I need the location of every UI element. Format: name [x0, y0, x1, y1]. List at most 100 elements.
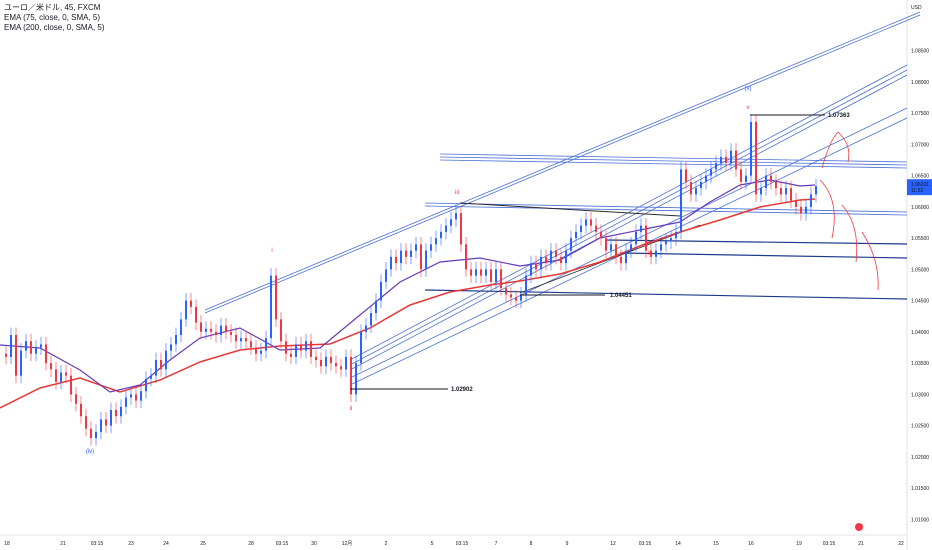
- channel-line: [424, 205, 908, 216]
- candle-body: [305, 341, 307, 351]
- time-tick-label: 19: [796, 541, 802, 547]
- legend-ema75[interactable]: EMA (75, close, 0, SMA, 5): [4, 13, 101, 22]
- candle-body: [400, 250, 402, 264]
- candle-body: [45, 344, 47, 364]
- candle-body: [145, 378, 147, 392]
- candle-body: [640, 225, 642, 232]
- time-tick-label: 16: [748, 541, 754, 547]
- candle-body: [260, 350, 262, 354]
- candle-body: [630, 244, 632, 251]
- channel-line: [349, 117, 908, 386]
- candle-body: [710, 169, 712, 176]
- candle-body: [740, 169, 742, 182]
- candle-body: [330, 356, 332, 364]
- candle-body: [660, 244, 662, 251]
- candle-body: [20, 350, 22, 376]
- time-tick-label: 03:15: [91, 541, 104, 547]
- candle-body: [135, 394, 137, 401]
- price-tick-label: 1.03500: [911, 361, 929, 367]
- candle-body: [155, 360, 157, 376]
- price-tick-label: 1.03000: [911, 392, 929, 398]
- candle-body: [795, 200, 797, 207]
- channel-line: [439, 156, 908, 166]
- candle-body: [190, 300, 192, 307]
- time-tick-label: 15: [713, 541, 719, 547]
- channel-line: [349, 74, 908, 371]
- candle-body: [610, 244, 612, 251]
- candle-body: [705, 175, 707, 182]
- price-tick-label: 1.01500: [911, 486, 929, 492]
- candle-body: [285, 341, 287, 354]
- candle-body: [585, 219, 587, 226]
- time-tick-label: 14: [675, 541, 681, 547]
- candle-body: [565, 250, 567, 264]
- candle-body: [600, 231, 602, 239]
- candle-body: [250, 341, 252, 348]
- candle-body: [180, 319, 182, 335]
- candle-body: [300, 344, 302, 351]
- candle-body: [365, 325, 367, 332]
- candle-body: [685, 169, 687, 182]
- time-tick-label: 21: [60, 541, 66, 547]
- candle-body: [800, 206, 802, 214]
- wave-label: iii: [455, 190, 459, 196]
- time-tick-label: 28: [248, 541, 254, 547]
- time-tick-label: 5: [431, 541, 434, 547]
- candle-body: [215, 331, 217, 335]
- candle-body: [525, 275, 527, 295]
- candle-body: [780, 188, 782, 195]
- candle-body: [670, 238, 672, 242]
- legend-ema200[interactable]: EMA (200, close, 0, SMA, 5): [4, 23, 105, 32]
- price-tick-label: 1.05500: [911, 236, 929, 242]
- price-tick-label: 1.06000: [911, 205, 929, 211]
- level-mid-label: 1.04451: [610, 293, 632, 299]
- candle-body: [10, 335, 12, 357]
- candle-body: [290, 353, 292, 357]
- candle-body: [360, 331, 362, 364]
- candle-body: [130, 394, 132, 398]
- trend-line-diag: [519, 224, 701, 294]
- price-tick-label: 1.02000: [911, 455, 929, 461]
- legend-symbol[interactable]: ユーロ／米ドル, 45, FXCM: [4, 3, 101, 12]
- ema200-line: [0, 198, 816, 409]
- candle-body: [635, 231, 637, 245]
- channel-line: [439, 159, 908, 169]
- candle-body: [460, 213, 462, 245]
- time-tick-label: 2: [385, 541, 388, 547]
- candle-body: [495, 269, 497, 282]
- wave-label: (iv): [86, 449, 94, 455]
- level-high-label: 1.07363: [828, 113, 850, 119]
- candle-body: [100, 419, 102, 432]
- time-tick-label: 22: [898, 541, 904, 547]
- candle-body: [60, 372, 62, 382]
- current-price-value: 1.06331: [911, 182, 929, 188]
- candle-body: [500, 269, 502, 289]
- channel-line: [424, 202, 908, 213]
- level-low-label: 1.02902: [451, 387, 473, 393]
- candle-body: [725, 156, 727, 164]
- candle-body: [755, 121, 757, 195]
- wave-label: ii: [350, 406, 353, 412]
- candle-body: [560, 256, 562, 264]
- time-tick-label: 03:15: [456, 541, 469, 547]
- candle-body: [295, 344, 297, 357]
- current-price-tag: [907, 179, 932, 196]
- candle-body: [195, 306, 197, 323]
- candle-body: [815, 186, 817, 195]
- candle-body: [535, 263, 537, 270]
- candle-body: [745, 175, 747, 182]
- candle-body: [490, 269, 492, 282]
- time-tick-label: 25: [200, 541, 206, 547]
- candle-body: [760, 188, 762, 195]
- candle-body: [270, 275, 272, 339]
- candle-body: [265, 338, 267, 351]
- candle-body: [555, 250, 557, 257]
- candle-body: [625, 250, 627, 264]
- candle-body: [515, 297, 517, 301]
- projection-arrow: [837, 131, 850, 163]
- candle-body: [715, 163, 717, 170]
- wave-label: v: [747, 105, 750, 111]
- candle-body: [655, 250, 657, 257]
